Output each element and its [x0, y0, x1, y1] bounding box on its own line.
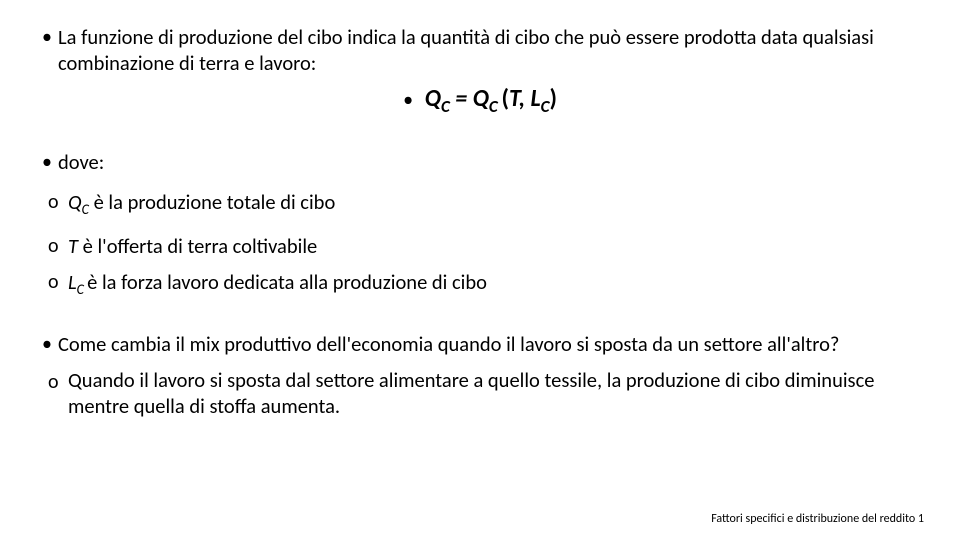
formula-c2: C — [489, 96, 502, 117]
bullet-text: dove: — [58, 149, 104, 175]
circle-bullet-icon: o — [46, 231, 68, 261]
formula: QC = QC (T, LC) — [425, 84, 557, 117]
subbullet-text: T è l'offerta di terra coltivabile — [68, 231, 317, 261]
subbullet-text: Quando il lavoro si sposta dal settore a… — [68, 367, 924, 419]
circle-bullet-icon: o — [46, 187, 68, 217]
formula-q1: Q — [425, 84, 441, 113]
subbullet-1: o QC è la produzione totale di cibo — [46, 187, 924, 225]
sub1-c: C — [82, 201, 89, 218]
bullet-text: La funzione di produzione del cibo indic… — [58, 24, 924, 76]
formula-c1: C — [441, 96, 450, 117]
formula-eq: = — [450, 84, 473, 113]
footer-text: Fattori specifici e distribuzione del re… — [711, 512, 924, 526]
formula-q2: Q — [473, 84, 489, 113]
formula-t: T, L — [509, 84, 541, 113]
circle-bullet-icon: o — [46, 367, 68, 397]
subbullet-4: o Quando il lavoro si sposta dal settore… — [46, 367, 924, 419]
sub3-c: C — [77, 281, 87, 298]
sub1-rest: è la produzione totale di cibo — [89, 189, 335, 215]
formula-open: ( — [502, 84, 509, 113]
subbullet-text: LC è la forza lavoro dedicata alla produ… — [68, 267, 487, 305]
bullet-dot: • — [36, 149, 58, 175]
sub3-rest: è la forza lavoro dedicata alla produzio… — [87, 269, 487, 295]
circle-bullet-icon: o — [46, 267, 68, 297]
bullet-main-2: • Come cambia il mix produttivo dell'eco… — [36, 331, 924, 357]
subbullet-3: o LC è la forza lavoro dedicata alla pro… — [46, 267, 924, 305]
bullet-main-1: • La funzione di produzione del cibo ind… — [36, 24, 924, 76]
sub2-t: T — [68, 233, 78, 259]
subbullet-2: o T è l'offerta di terra coltivabile — [46, 231, 924, 261]
bullet-dove: • dove: — [36, 149, 924, 175]
sub1-q: Q — [68, 189, 82, 215]
sub2-rest: è l'offerta di terra coltivabile — [78, 233, 317, 259]
bullet-text: Come cambia il mix produttivo dell'econo… — [58, 331, 839, 357]
formula-close: ) — [549, 84, 556, 113]
bullet-dot: • — [403, 88, 413, 112]
formula-line: • QC = QC (T, LC) — [36, 84, 924, 117]
subbullet-text: QC è la produzione totale di cibo — [68, 187, 335, 225]
sub3-l: L — [68, 269, 77, 295]
bullet-dot: • — [36, 331, 58, 357]
bullet-dot: • — [36, 24, 58, 50]
